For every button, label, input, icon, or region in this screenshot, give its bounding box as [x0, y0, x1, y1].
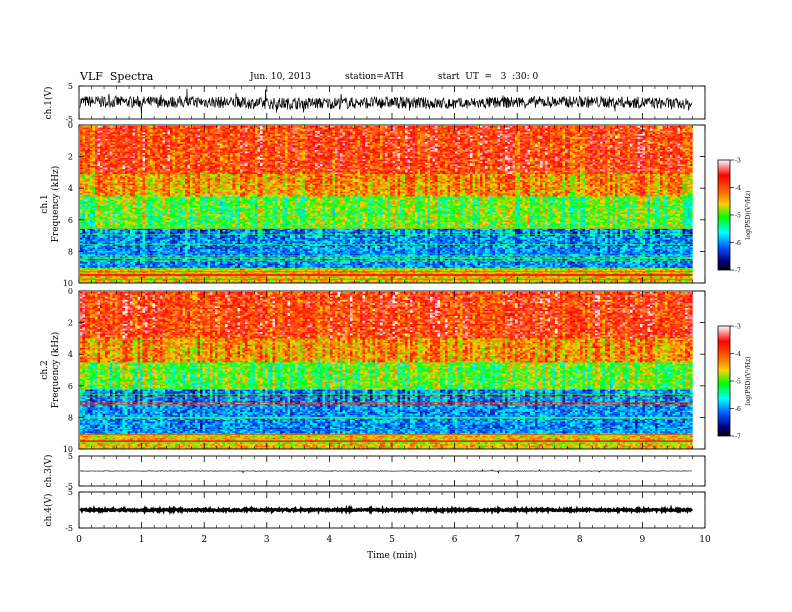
colorbar-tick-label: -7 [735, 434, 741, 441]
y-tick-label: 5 [68, 488, 73, 497]
colorbar-tick-label: -4 [735, 185, 741, 192]
y-tick-label: 4 [68, 350, 73, 359]
spectrogram-image [80, 126, 693, 283]
colorbar-tick-label: -6 [735, 240, 741, 247]
colorbar-tick-label: -5 [735, 379, 741, 386]
y-axis-label: Frequency (kHz) [50, 166, 61, 243]
y-tick-label: 0 [68, 121, 73, 130]
y-tick-label: 5 [68, 452, 73, 461]
waveform-trace [80, 470, 692, 474]
spectrogram-image [80, 292, 693, 449]
colorbar-tick-label: -7 [735, 268, 741, 275]
x-axis-label: Time (min) [367, 550, 417, 561]
x-tick-label: 7 [514, 535, 520, 545]
x-tick-label: 8 [577, 535, 583, 545]
y-axis-label: ch.4(V) [43, 494, 54, 527]
x-tick-label: 10 [699, 535, 711, 545]
colorbar-tick-label: -5 [735, 213, 741, 220]
y-tick-label: -5 [65, 524, 73, 533]
x-tick-label: 5 [389, 535, 395, 545]
x-tick-label: 0 [76, 535, 82, 545]
x-tick-label: 9 [640, 535, 646, 545]
y-axis-label: ch.3(V) [43, 455, 54, 488]
waveform-trace [80, 89, 692, 115]
x-tick-label: 3 [264, 535, 270, 545]
x-tick-label: 6 [452, 535, 458, 545]
x-tick-label: 1 [139, 535, 145, 545]
colorbar [718, 160, 730, 270]
y-tick-label: 8 [68, 413, 73, 422]
colorbar-label: log(PSD)(V²/Hz) [745, 191, 752, 240]
y-tick-label: 2 [68, 153, 73, 162]
y-axis-label: ch.1 [40, 194, 50, 213]
waveform-trace [80, 509, 692, 511]
colorbar-tick-label: -3 [735, 158, 741, 165]
colorbar-tick-label: -4 [735, 351, 741, 358]
colorbar-label: log(PSD)(V²/Hz) [745, 357, 752, 406]
colorbar-tick-label: -6 [735, 406, 741, 413]
y-axis-label: ch.2 [40, 360, 50, 379]
y-tick-label: 4 [68, 184, 73, 193]
x-tick-label: 2 [201, 535, 207, 545]
colorbar-tick-label: -3 [735, 324, 741, 331]
y-axis-label: ch.1(V) [43, 87, 54, 120]
colorbar [718, 326, 730, 436]
y-tick-label: 6 [68, 382, 73, 391]
x-tick-label: 4 [327, 535, 333, 545]
y-tick-label: 8 [68, 247, 73, 256]
y-tick-label: 0 [68, 287, 73, 296]
y-tick-label: 6 [68, 216, 73, 225]
y-axis-label: Frequency (kHz) [50, 332, 61, 409]
y-tick-label: 2 [68, 319, 73, 328]
y-tick-label: 5 [68, 82, 73, 91]
